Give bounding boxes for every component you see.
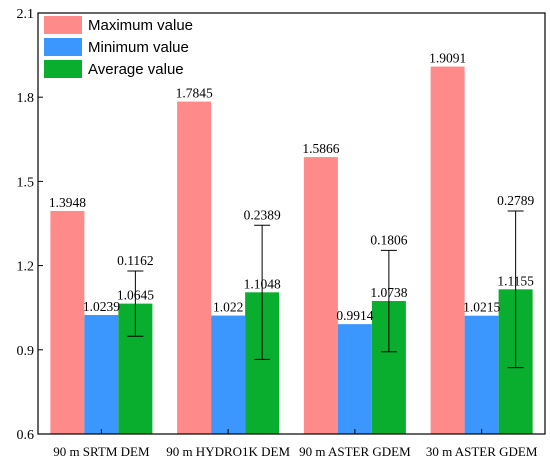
- x-category-label-1: 90 m SRTM DEM: [53, 444, 150, 459]
- legend-label-2: Minimum value: [88, 39, 189, 56]
- error-bars-layer: [127, 210, 524, 369]
- bar-max-3: [303, 157, 338, 434]
- data-label-min-4: 1.0215: [463, 300, 500, 315]
- error-label-2: 0.2389: [244, 207, 281, 222]
- data-label-max-2: 1.7845: [176, 86, 213, 101]
- bars-layer: [50, 66, 533, 435]
- error-label-4: 0.2789: [497, 193, 534, 208]
- data-label-avg-3: 1.0738: [370, 285, 407, 300]
- legend: Maximum value Minimum value Average value: [44, 16, 193, 78]
- data-label-max-1: 1.3948: [49, 195, 86, 210]
- y-tick-label-5: 1.8: [17, 91, 35, 106]
- bar-max-4: [430, 66, 465, 434]
- y-tick-label-1: 0.6: [17, 428, 35, 443]
- data-label-min-3: 0.9914: [336, 308, 373, 323]
- y-tick-label-2: 0.9: [17, 344, 35, 359]
- y-tick-label-4: 1.5: [17, 175, 35, 190]
- error-label-1: 0.1162: [117, 253, 154, 268]
- error-label-3: 0.1806: [370, 232, 407, 247]
- data-label-avg-4: 1.1155: [497, 273, 534, 288]
- bar-min-1: [84, 315, 119, 434]
- data-label-min-2: 1.022: [213, 300, 243, 315]
- legend-swatch-2: [44, 38, 82, 56]
- bar-min-2: [211, 315, 246, 434]
- x-category-label-2: 90 m HYDRO1K DEM: [166, 444, 290, 459]
- legend-swatch-3: [44, 60, 82, 78]
- legend-label-1: Maximum value: [88, 17, 193, 34]
- y-tick-label-6: 2.1: [17, 7, 35, 22]
- data-label-avg-1: 1.0645: [117, 288, 154, 303]
- legend-label-3: Average value: [88, 61, 184, 78]
- bar-max-2: [177, 101, 212, 435]
- legend-swatch-1: [44, 16, 82, 34]
- data-label-max-3: 1.5866: [302, 141, 339, 156]
- x-category-label-4: 30 m ASTER GDEM: [426, 444, 538, 459]
- bar-min-4: [464, 315, 499, 434]
- bar-min-3: [337, 324, 372, 434]
- data-label-min-1: 1.0239: [83, 299, 120, 314]
- data-label-max-4: 1.9091: [429, 51, 466, 66]
- plot-frame: [37, 12, 546, 435]
- y-tick-label-3: 1.2: [17, 260, 35, 275]
- data-label-avg-2: 1.1048: [244, 276, 281, 291]
- axes-layer: 0.6 0.9 1.2 1.5 1.8 2.1 90 m SRTM DEM 90 m HYDR…: [17, 7, 546, 459]
- bar-max-1: [50, 210, 85, 434]
- x-category-label-3: 90 m ASTER GDEM: [299, 444, 411, 459]
